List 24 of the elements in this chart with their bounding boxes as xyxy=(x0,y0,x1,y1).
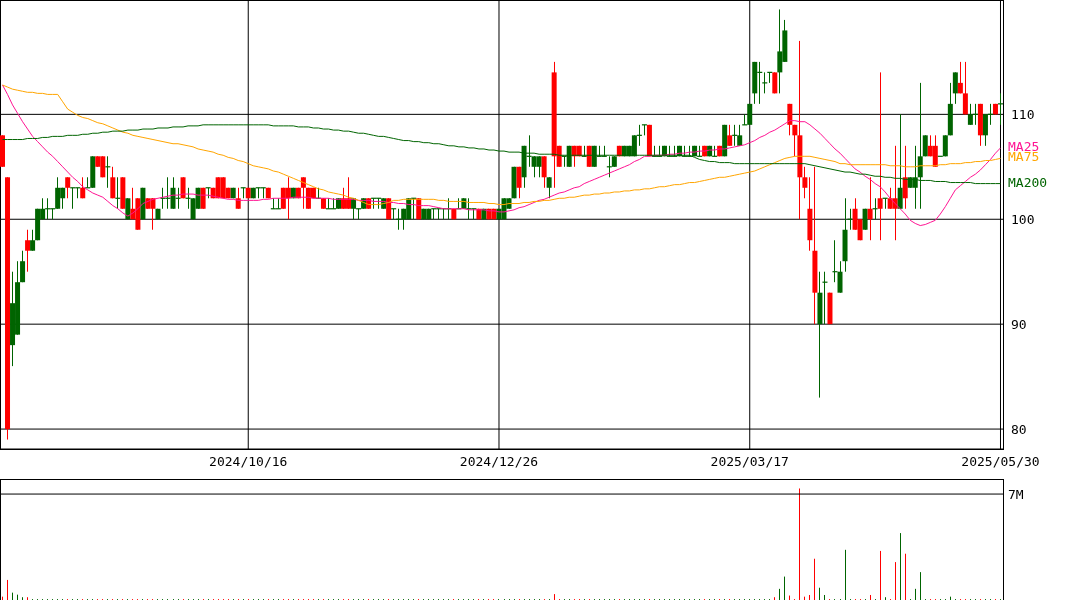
candlestick xyxy=(30,229,36,252)
y-tick-label: 100 xyxy=(1011,211,1035,227)
candlestick xyxy=(962,61,968,115)
x-tick-label: 2025/05/30 xyxy=(961,454,1040,470)
y-tick-label: 90 xyxy=(1011,316,1027,332)
ref-line-label: 7M xyxy=(1008,486,1024,502)
y-tick-label: 80 xyxy=(1011,421,1027,437)
y-tick-label: 110 xyxy=(1011,106,1035,122)
candlestick xyxy=(65,176,71,199)
candlestick xyxy=(25,229,31,273)
x-tick-label: 2025/03/17 xyxy=(710,454,789,470)
candlestick xyxy=(957,61,963,94)
x-tick-label: 2024/12/26 xyxy=(459,454,539,470)
candlestick xyxy=(802,166,808,199)
candlestick xyxy=(792,124,798,157)
series-label: MA200 xyxy=(1008,174,1048,190)
candlestick xyxy=(110,166,116,199)
x-tick-label: 2024/10/16 xyxy=(209,454,288,470)
candlestick xyxy=(902,145,908,210)
candlestick xyxy=(952,71,958,105)
candlestick xyxy=(341,187,347,210)
candlestick xyxy=(20,250,26,283)
candlestick xyxy=(837,260,843,294)
candlestick xyxy=(536,155,542,178)
